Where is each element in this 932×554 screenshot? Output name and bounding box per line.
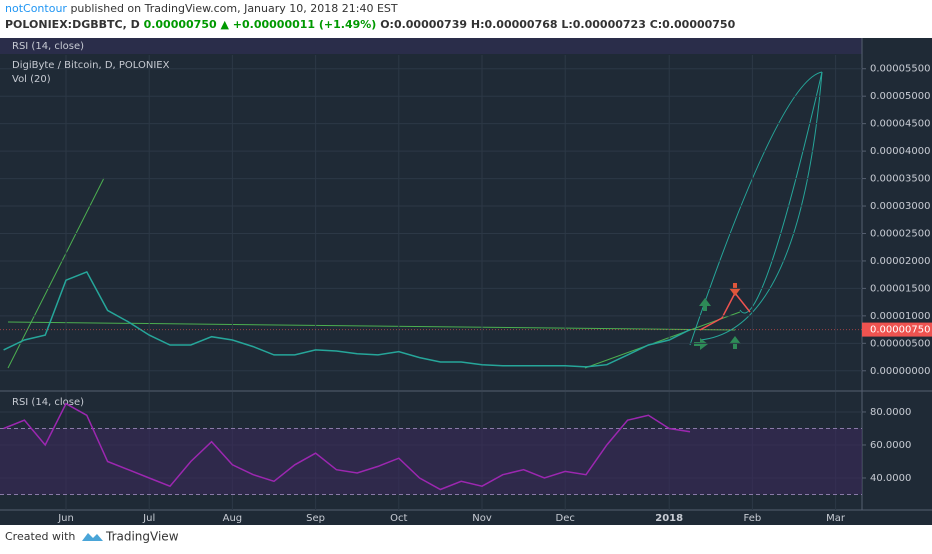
y-tick-label: 0.00005000 — [870, 91, 930, 102]
header-line: notContour published on TradingView.com,… — [5, 2, 398, 15]
arrow-right — [694, 338, 708, 350]
up-arrow: ▲ — [220, 18, 229, 31]
pane-title: RSI (14, close) — [12, 397, 84, 408]
collapsed-pane-label: RSI (14, close) — [12, 41, 84, 52]
arrow-down — [729, 283, 741, 296]
wave — [699, 291, 751, 331]
brand: TradingView — [105, 530, 179, 544]
y-tick-label: 0.00002000 — [870, 256, 930, 267]
y-tick-label: 0.00002500 — [870, 228, 930, 239]
x-tick-label: Jun — [57, 513, 74, 524]
author: notContour — [5, 2, 67, 15]
drawings — [7, 71, 823, 369]
y-tick-label: 0.00001000 — [870, 311, 930, 322]
y-tick-label: 0.00001500 — [870, 283, 930, 294]
y-tick-label: 0.00004000 — [870, 146, 930, 157]
projection — [699, 71, 823, 341]
quote-line: POLONIEX:DGBBTC, D 0.00000750 ▲ +0.00000… — [5, 18, 736, 31]
x-tick-label: 2018 — [655, 513, 683, 524]
last-value-box — [862, 322, 932, 337]
change: +0.00000011 (+1.49%) — [233, 18, 377, 31]
y-tick-label: 0.00000500 — [870, 338, 930, 349]
y-tick-label: 60.0000 — [870, 440, 911, 451]
open: O:0.00000739 — [380, 18, 467, 31]
y-tick-label: 0.00003500 — [870, 174, 930, 185]
x-tick-label: Aug — [223, 513, 243, 524]
x-tick-label: Mar — [826, 513, 846, 524]
projection — [739, 71, 823, 314]
series-line — [3, 270, 691, 368]
low: L:0.00000723 — [561, 18, 645, 31]
x-tick-label: Dec — [556, 513, 575, 524]
series-line — [3, 402, 691, 491]
y-tick-label: 0.00003000 — [870, 201, 930, 212]
trendline — [7, 321, 736, 331]
published: published on TradingView.com, January 10… — [70, 2, 397, 15]
x-tick-label: Sep — [306, 513, 325, 524]
y-tick-label: 0.00005500 — [870, 64, 930, 75]
logo — [82, 533, 103, 541]
trendline — [7, 177, 105, 369]
y-tick-label: 80.0000 — [870, 407, 911, 418]
projection — [689, 71, 823, 346]
y-tick-label: 0.00004500 — [870, 119, 930, 130]
footer-text: Created with — [5, 530, 75, 543]
y-tick-label: 0.00000000 — [870, 366, 930, 377]
trendline — [584, 311, 741, 369]
collapsed-pane — [0, 38, 862, 54]
x-tick-label: Oct — [390, 513, 407, 524]
pane-title: DigiByte / Bitcoin, D, POLONIEX — [12, 60, 170, 71]
last: 0.00000750 — [144, 18, 217, 31]
high: H:0.00000768 — [471, 18, 558, 31]
last-value-label: 0.00000750 — [870, 325, 930, 336]
symbol: POLONIEX:DGBBTC, D — [5, 18, 140, 31]
pane-subtitle: Vol (20) — [12, 74, 51, 85]
arrow-up — [699, 298, 711, 311]
x-tick-label: Nov — [472, 513, 492, 524]
x-tick-label: Feb — [744, 513, 762, 524]
x-tick-label: Jul — [142, 513, 155, 524]
y-tick-label: 40.0000 — [870, 473, 911, 484]
close: C:0.00000750 — [650, 18, 736, 31]
arrow-up — [729, 336, 741, 349]
